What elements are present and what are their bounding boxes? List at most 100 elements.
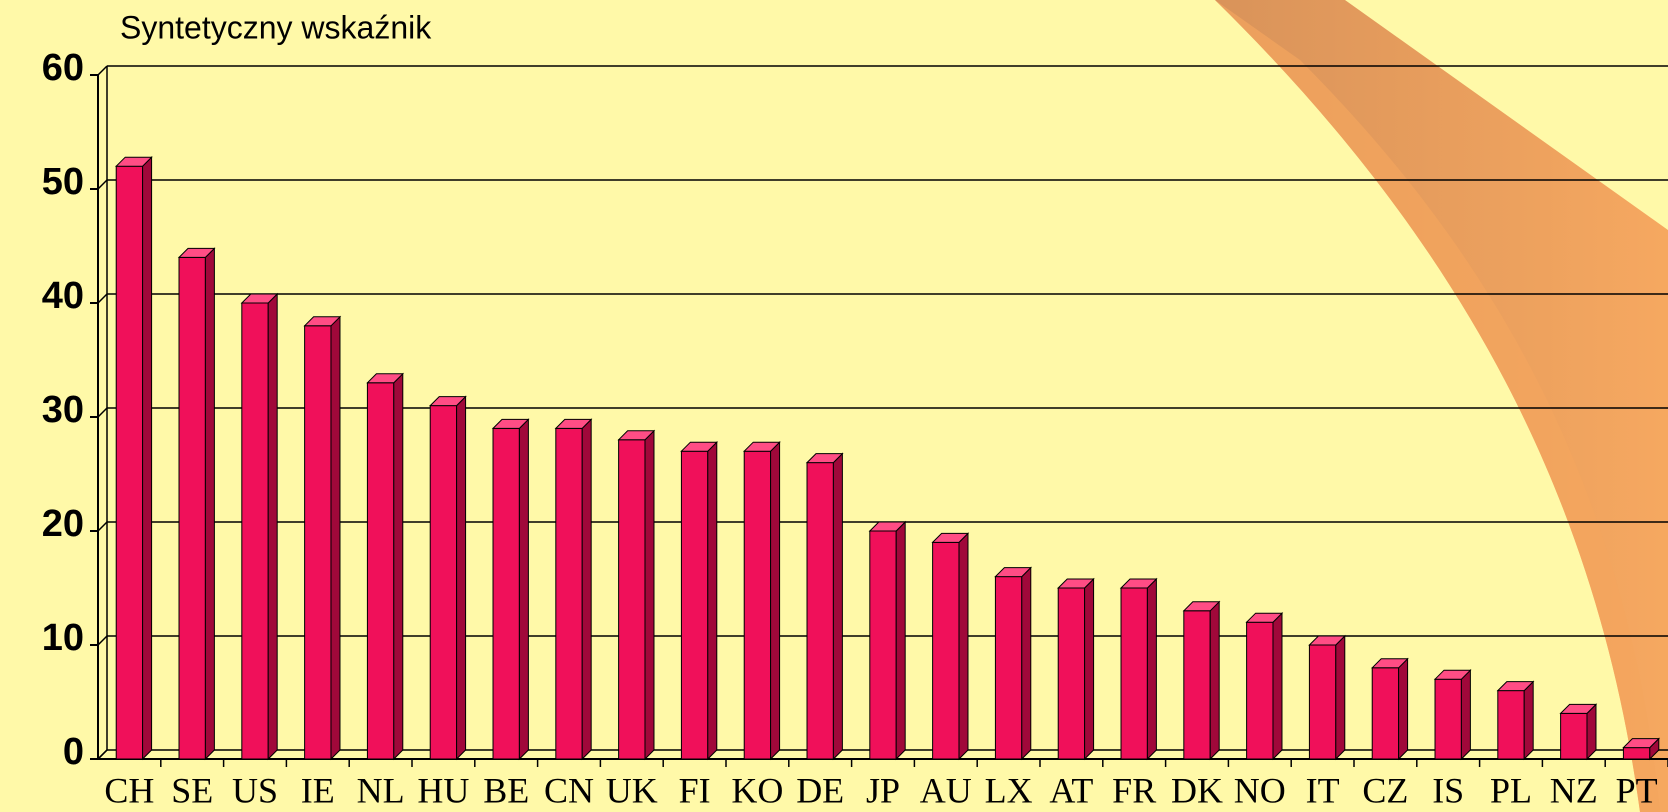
grid-line — [97, 179, 108, 190]
x-tick-label: HU — [417, 770, 469, 810]
y-tick-label: 30 — [42, 389, 84, 431]
bar-top — [680, 441, 718, 452]
bar-side — [581, 418, 592, 761]
bar — [994, 576, 1023, 760]
bar — [304, 325, 332, 760]
bar — [680, 450, 709, 760]
x-tick-label: IS — [1432, 770, 1464, 810]
bar-side — [1084, 577, 1095, 761]
bar-top — [805, 453, 844, 464]
y-tick-label: 10 — [42, 617, 84, 659]
bar-side — [142, 155, 153, 761]
bar — [366, 382, 395, 760]
bar — [743, 450, 772, 760]
x-tick-label: AT — [1049, 770, 1093, 810]
x-tick-label: NZ — [1550, 770, 1598, 810]
bar-top — [994, 567, 1032, 578]
x-tick-label: PL — [1490, 770, 1532, 810]
chart-title: Syntetyczny wskaźnik — [120, 9, 432, 45]
bar-top — [1559, 703, 1598, 714]
grid-line — [97, 65, 108, 76]
grid-line — [97, 407, 108, 418]
x-tick-label: BE — [483, 770, 529, 810]
bar-top — [1119, 578, 1158, 589]
bar-top — [1433, 669, 1472, 680]
x-tick-label: CN — [544, 770, 594, 810]
x-tick-label: CZ — [1362, 770, 1408, 810]
bar-side — [895, 520, 906, 761]
bar — [1622, 747, 1651, 760]
bar-side — [1460, 668, 1471, 761]
bar-top — [743, 441, 781, 452]
bar-top — [931, 532, 970, 543]
bar-top — [491, 418, 530, 429]
y-tick-label: 40 — [42, 275, 84, 317]
x-tick-label: DK — [1171, 770, 1223, 810]
bar — [429, 405, 458, 760]
bar-top — [366, 373, 404, 384]
x-tick-label: US — [232, 770, 278, 810]
bar-top — [1371, 658, 1409, 669]
y-tick-label: 20 — [42, 503, 84, 545]
bar — [618, 439, 646, 760]
x-tick-label: DE — [796, 770, 844, 810]
bar-top — [240, 293, 279, 304]
x-tick-label: LX — [985, 770, 1033, 810]
grid-line — [97, 635, 108, 646]
bar-top — [617, 430, 656, 441]
bar-side — [204, 247, 215, 761]
y-tick-label: 50 — [42, 161, 84, 203]
x-tick-label: PT — [1616, 770, 1658, 810]
grid-line — [97, 293, 108, 304]
bar — [1308, 644, 1337, 760]
x-tick-label: FI — [679, 770, 711, 810]
bar-top — [1245, 612, 1284, 623]
x-tick-label: IT — [1306, 770, 1340, 810]
bar-side — [770, 440, 781, 761]
bar — [178, 256, 206, 760]
bar-top — [429, 396, 467, 407]
bar-side — [1272, 611, 1283, 761]
x-tick-label: JP — [866, 770, 900, 810]
grid-line — [97, 749, 108, 760]
bar-top — [115, 156, 153, 167]
x-tick-label: AU — [920, 770, 972, 810]
bar-side — [1209, 600, 1220, 761]
y-tick-label: 0 — [63, 731, 84, 773]
bar-side — [1335, 634, 1346, 761]
y-tick-label: 60 — [42, 47, 84, 89]
bar — [806, 462, 834, 760]
x-tick-label: CH — [104, 770, 154, 810]
bar-side — [707, 440, 718, 761]
bar-side — [393, 372, 404, 761]
x-tick-label: IE — [301, 770, 335, 810]
bar-side — [1021, 566, 1032, 761]
bar-top — [1057, 578, 1095, 589]
bar-top — [1622, 738, 1660, 749]
x-tick-label: UK — [606, 770, 658, 810]
bar-top — [1496, 681, 1535, 692]
bar — [1497, 690, 1525, 760]
bar — [869, 530, 897, 760]
bar-side — [644, 429, 655, 761]
bar — [115, 165, 144, 760]
bar-top — [554, 418, 593, 429]
bar — [1120, 587, 1148, 760]
bar-top — [1182, 601, 1221, 612]
x-tick-label: SE — [171, 770, 213, 810]
bar — [555, 427, 583, 760]
bar-top — [303, 316, 342, 327]
decoration — [1215, 0, 1668, 812]
bar — [241, 302, 269, 760]
bar — [932, 541, 960, 760]
bar-side — [456, 395, 467, 761]
bar-top — [1308, 635, 1346, 646]
bar-side — [1523, 680, 1534, 761]
bar-side — [1398, 657, 1409, 761]
bar-side — [330, 315, 341, 761]
bar — [1057, 587, 1086, 760]
bar-top — [177, 247, 216, 258]
x-tick-label: FR — [1112, 770, 1156, 810]
bar — [492, 427, 520, 760]
